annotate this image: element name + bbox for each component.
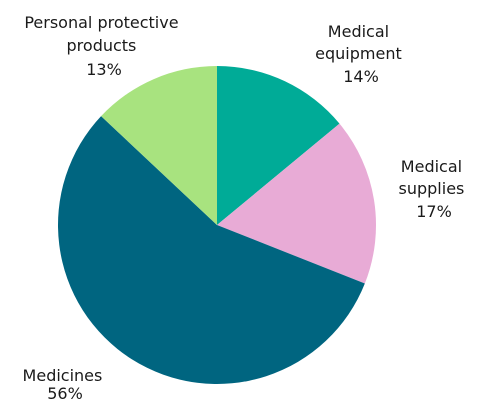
label-medical-equipment-value: 14% <box>343 67 379 86</box>
label-medical-equipment-line2: equipment <box>315 44 402 63</box>
label-medical-equipment-line1: Medical <box>328 22 389 41</box>
label-medicines-line1: Medicines <box>23 366 103 385</box>
slice-labels: Medical equipment 14% Medical supplies 1… <box>23 13 470 403</box>
slice-personal-protective-products <box>101 66 217 225</box>
label-medical-supplies: Medical supplies 17% <box>399 157 470 221</box>
slice-medicines <box>58 116 365 384</box>
slice-medical-equipment <box>217 66 340 225</box>
label-medical-supplies-line1: Medical <box>401 157 462 176</box>
label-medicines-value: 56% <box>47 384 83 403</box>
label-ppp-line2: products <box>67 36 137 55</box>
label-ppp-value: 13% <box>86 60 122 79</box>
label-medical-equipment: Medical equipment 14% <box>315 22 407 86</box>
label-medicines: Medicines 56% <box>23 366 108 403</box>
slice-medical-supplies <box>217 123 376 284</box>
label-personal-protective-products: Personal protective products 13% <box>24 13 183 79</box>
label-medical-supplies-line2: supplies <box>399 179 465 198</box>
pie-slices <box>58 66 376 384</box>
label-ppp-line1: Personal protective <box>24 13 178 32</box>
label-medical-supplies-value: 17% <box>416 202 452 221</box>
